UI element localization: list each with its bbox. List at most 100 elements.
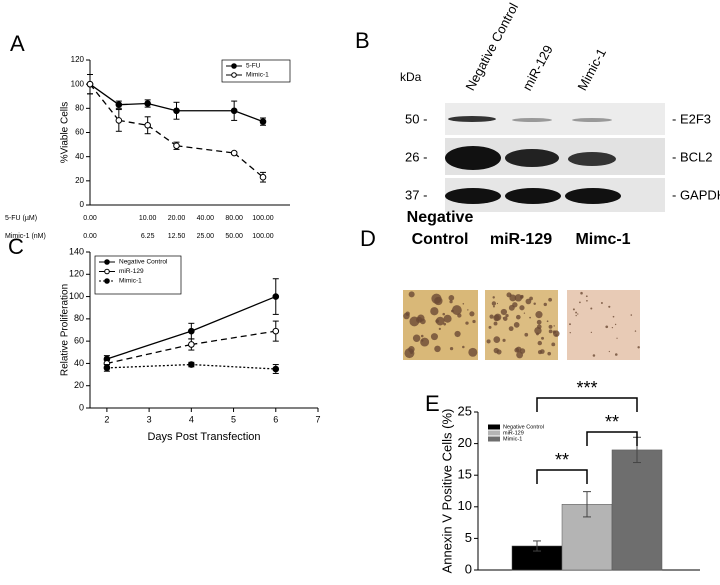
colony (634, 330, 637, 332)
colony (579, 301, 581, 304)
colony (430, 333, 438, 341)
colony (412, 334, 421, 342)
y-axis-label: Relative Proliferation (60, 284, 71, 376)
y-tick-label: 100 (71, 79, 85, 88)
blot-panel: B kDa Negative Control miR-129 Mimic-1 5… (355, 0, 720, 212)
line-segment (191, 295, 277, 332)
x-tick-label: 4 (189, 414, 194, 424)
colony (508, 304, 515, 311)
annotation: ** (605, 412, 619, 432)
colony (616, 337, 618, 339)
point (86, 80, 94, 88)
y-tick-label: 120 (71, 55, 85, 64)
colony (585, 295, 588, 298)
column-label: miR-129 (519, 43, 555, 93)
protein-label: - GAPDH (672, 187, 720, 202)
colony (572, 308, 575, 311)
legend-marker (104, 259, 110, 265)
colony (548, 297, 553, 302)
band (568, 152, 616, 166)
colony (605, 325, 609, 329)
colony (630, 314, 633, 316)
line-segment (89, 83, 120, 106)
column-label: Negative Control (462, 0, 521, 93)
colony (505, 313, 509, 318)
colony (523, 312, 526, 314)
colony (454, 330, 461, 338)
line-segment (118, 119, 148, 126)
colony (525, 298, 532, 305)
colony (486, 339, 491, 344)
colony (494, 313, 502, 321)
colony (465, 321, 469, 325)
colony (496, 302, 499, 305)
point (259, 173, 267, 181)
x-tick-label-2: 6.25 (141, 233, 155, 240)
x-axis-label: 5-FU (µM) (5, 215, 37, 222)
colony (553, 325, 555, 327)
y-tick-label: 40 (74, 358, 84, 368)
size-label: 26 - (405, 149, 427, 164)
colony (514, 347, 520, 353)
x-tick-label: 3 (147, 414, 152, 424)
legend-label: miR-129 (119, 268, 144, 275)
colony (548, 324, 553, 329)
colony (590, 331, 593, 334)
colony (420, 334, 424, 338)
colony (524, 332, 529, 337)
y-tick-label: 80 (75, 103, 84, 112)
colony (592, 354, 596, 357)
colony (409, 350, 414, 354)
colony (537, 340, 543, 346)
colony (508, 326, 514, 332)
legend-label: miR-129 (503, 430, 524, 436)
line-segment (106, 330, 192, 360)
bracket (536, 469, 588, 484)
colony (608, 305, 611, 308)
panel-label: C (8, 234, 24, 259)
colony (547, 351, 552, 356)
colony (435, 316, 445, 326)
colony (438, 327, 441, 331)
point (188, 341, 195, 348)
x-tick-label-2: 50.00 (225, 233, 243, 240)
x-tick-label-2: 25.00 (197, 233, 215, 240)
point (144, 121, 151, 129)
y-tick-label: 120 (69, 269, 84, 279)
y-tick-label: 60 (74, 336, 84, 346)
column-label: Mimic-1 (574, 46, 609, 93)
line-segment (89, 83, 120, 121)
panel-label: E (425, 391, 440, 416)
colony (503, 316, 508, 321)
colony (467, 309, 469, 311)
image-label: Mimc-1 (575, 231, 630, 248)
colony (552, 330, 557, 334)
colony (434, 345, 441, 353)
point (272, 293, 280, 300)
colony (442, 312, 446, 316)
colony (488, 325, 492, 329)
x-tick-label-2: 100.00 (252, 233, 274, 240)
line-segment (118, 102, 148, 106)
point (115, 117, 123, 124)
band (505, 188, 561, 204)
point (188, 327, 195, 335)
colony (496, 349, 502, 355)
colony (548, 329, 553, 334)
legend-marker (104, 278, 110, 284)
legend-marker (104, 268, 110, 275)
legend-swatch (488, 424, 500, 430)
band (512, 118, 552, 122)
legend-marker (231, 72, 237, 78)
point (144, 100, 151, 107)
colony (536, 319, 542, 325)
line-segment (233, 152, 264, 178)
colony (637, 346, 640, 349)
colony (451, 305, 462, 315)
y-tick-label: 10 (458, 498, 472, 513)
unit-label: kDa (400, 70, 422, 84)
size-label: 37 - (405, 187, 427, 202)
colony (600, 302, 603, 305)
line-segment (147, 124, 177, 147)
colony (469, 311, 475, 317)
